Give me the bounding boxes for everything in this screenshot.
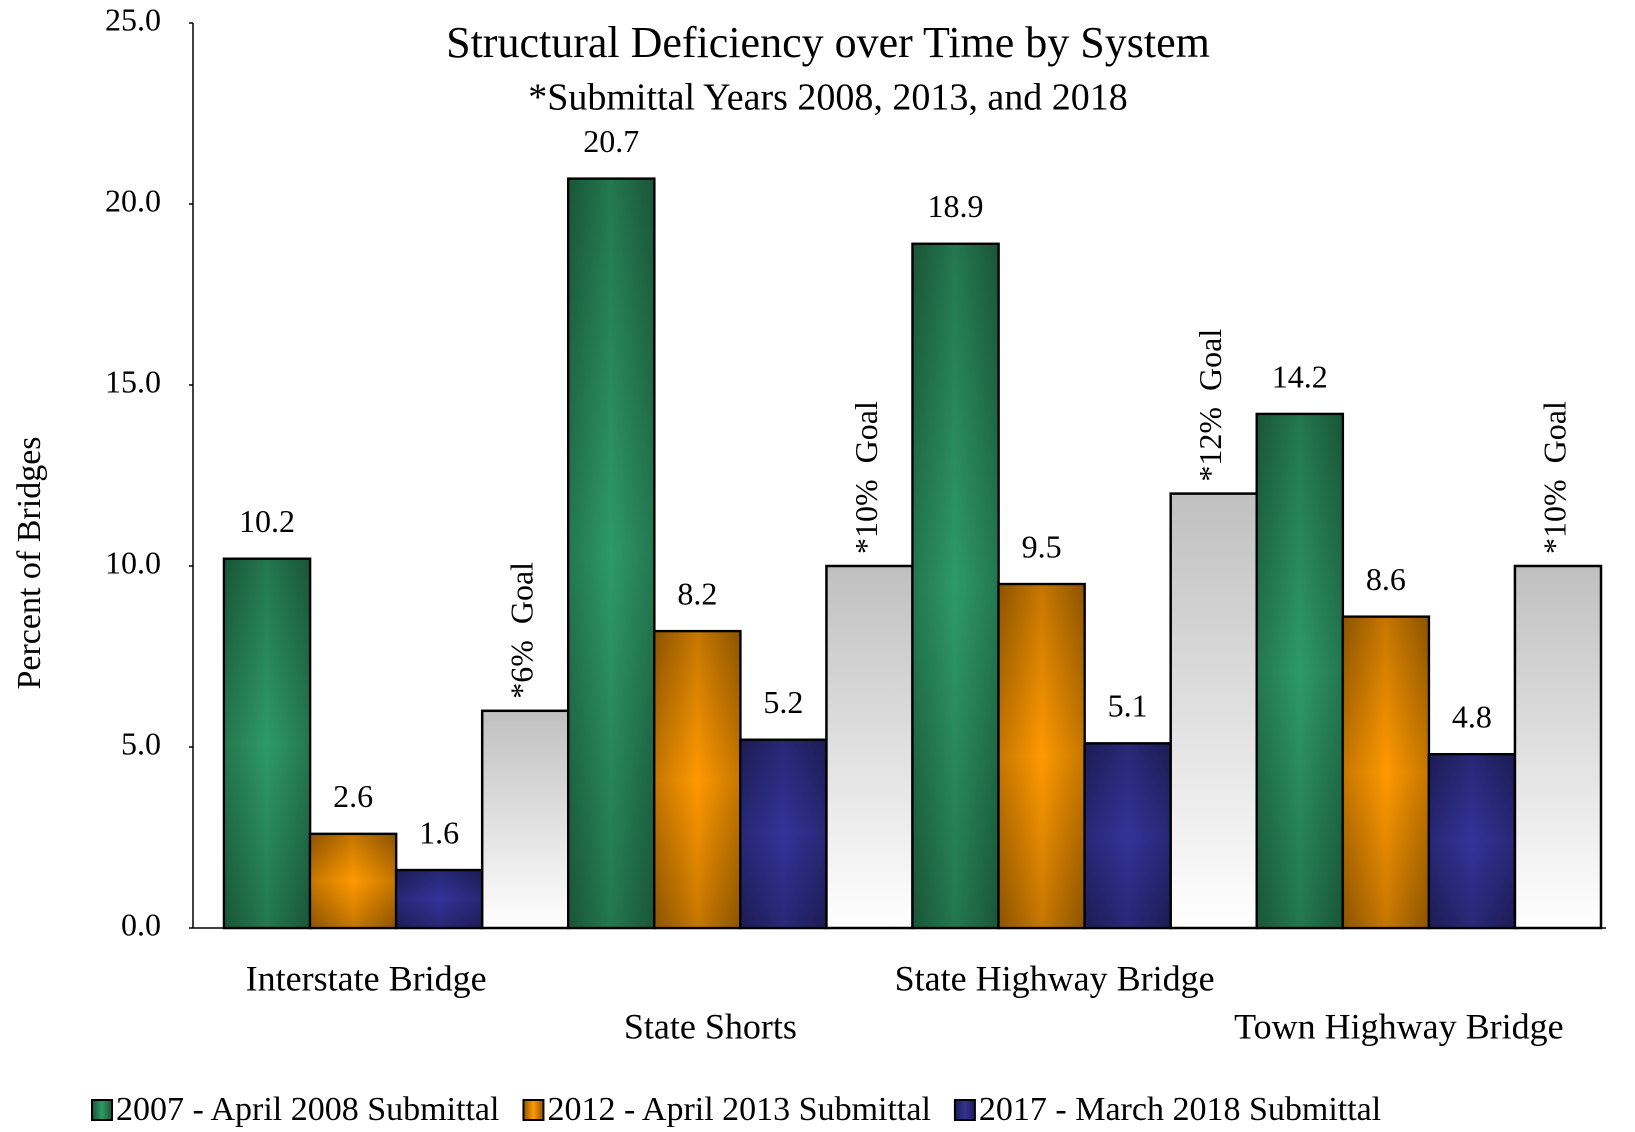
bar-shade <box>1085 744 1170 927</box>
y-axis-label: Percent of Bridges <box>11 436 48 689</box>
bar-group <box>222 557 312 930</box>
x-tick-label: State Shorts <box>624 1006 797 1046</box>
legend-swatch <box>522 1099 545 1121</box>
bar-shade <box>1257 414 1342 928</box>
legend-label: 2007 - April 2008 Submittal <box>116 1091 499 1128</box>
bar-group <box>1427 752 1517 930</box>
bar-group <box>739 738 828 930</box>
bar-shade <box>569 179 654 927</box>
bar-shade <box>1343 617 1428 927</box>
legend-swatch <box>953 1099 976 1121</box>
chart-title: Structural Deficiency over Time by Syste… <box>446 18 1210 67</box>
bar-shade <box>311 834 396 927</box>
data-label: 2.6 <box>333 778 373 814</box>
legend-label: 2012 - April 2013 Submittal <box>547 1091 930 1128</box>
goal-bar <box>1169 492 1258 930</box>
y-tick-label: 25.0 <box>105 1 161 37</box>
data-label: 18.9 <box>928 188 984 224</box>
bar-shade <box>1429 755 1514 927</box>
data-label: 8.6 <box>1366 561 1406 597</box>
x-tick-label: State Highway Bridge <box>895 958 1215 998</box>
bar-group <box>394 868 484 930</box>
x-tick-label: Interstate Bridge <box>246 958 487 998</box>
bar-group <box>567 177 656 930</box>
y-tick-label: 10.0 <box>105 544 161 580</box>
data-label: 10.2 <box>239 503 295 539</box>
bar-group <box>1255 412 1345 930</box>
bar-group <box>308 832 398 930</box>
goal-bar <box>825 564 914 930</box>
bar-shade <box>225 559 310 927</box>
bar-shade <box>397 871 482 927</box>
bar-group <box>997 582 1086 930</box>
data-label: 8.2 <box>677 576 717 612</box>
goal-label: *10% Goal <box>848 401 884 554</box>
goal-label: *10% Goal <box>1536 401 1572 554</box>
bar-shade <box>655 632 740 927</box>
y-tick-label: 15.0 <box>105 363 161 399</box>
bar-group <box>911 242 1000 930</box>
goal-bar <box>1513 564 1603 930</box>
bar-shade <box>999 585 1084 927</box>
data-label: 9.5 <box>1022 528 1062 564</box>
data-label: 5.2 <box>763 684 803 720</box>
data-label: 20.7 <box>583 123 639 159</box>
legend-label: 2017 - March 2018 Submittal <box>979 1091 1381 1128</box>
y-tick-label: 5.0 <box>121 725 161 761</box>
y-tick-label: 0.0 <box>121 906 161 942</box>
data-label: 1.6 <box>419 814 459 850</box>
y-tick-label: 20.0 <box>105 182 161 218</box>
goal-bar <box>480 709 570 930</box>
bar-group <box>653 629 742 930</box>
legend-swatch <box>91 1099 113 1121</box>
goal-label: *6% Goal <box>504 562 540 699</box>
bar-shade <box>913 244 998 927</box>
data-label: 4.8 <box>1452 699 1492 735</box>
goal-label: *12% Goal <box>1192 329 1228 482</box>
bar-group <box>1341 615 1431 930</box>
data-label: 14.2 <box>1272 358 1328 394</box>
chart-subtitle: *Submittal Years 2008, 2013, and 2018 <box>528 77 1128 119</box>
x-tick-label: Town Highway Bridge <box>1234 1006 1563 1046</box>
data-label: 5.1 <box>1108 688 1148 724</box>
bar-group <box>1083 742 1172 930</box>
bar-shade <box>741 740 826 927</box>
